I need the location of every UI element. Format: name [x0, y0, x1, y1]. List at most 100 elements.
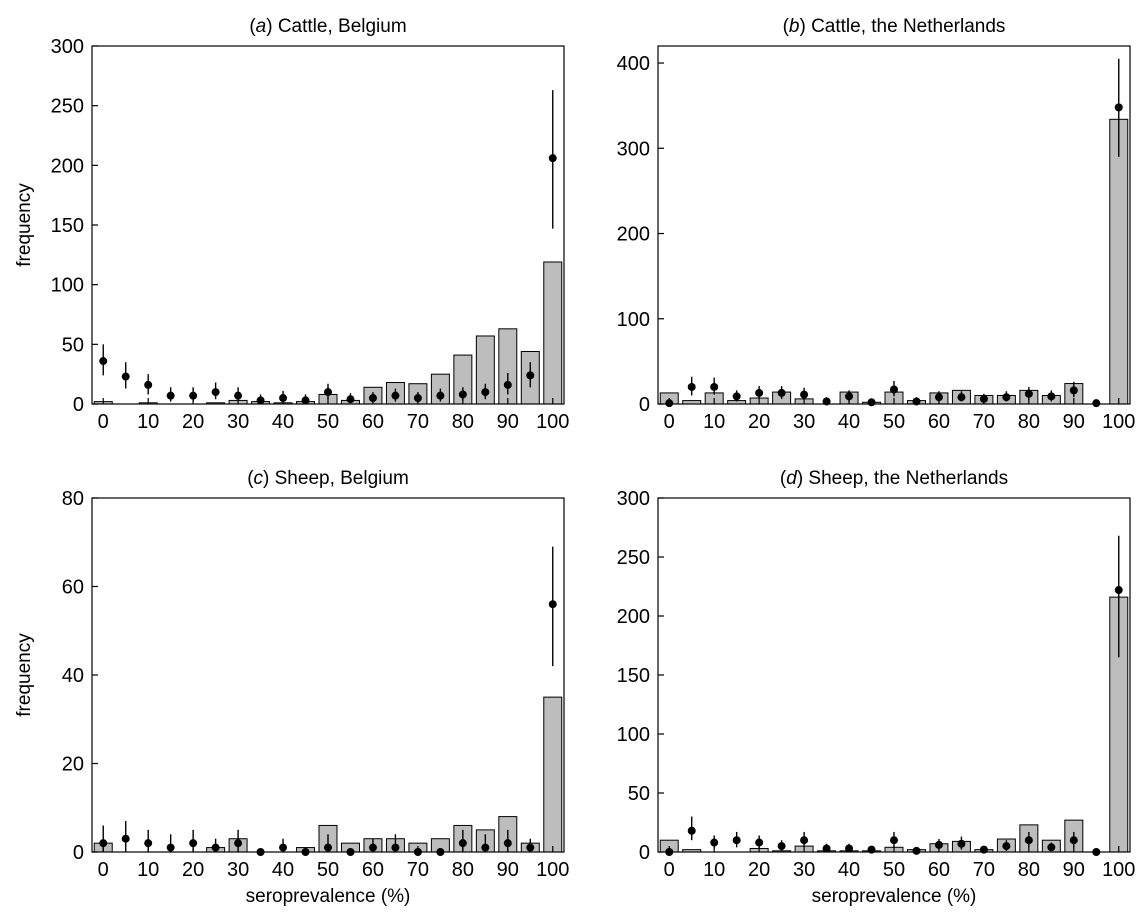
y-tick-label: 300: [617, 488, 650, 510]
data-point: [867, 398, 876, 407]
x-tick-label: 70: [973, 859, 995, 881]
data-point: [301, 396, 310, 405]
x-tick-label: 100: [1102, 859, 1135, 881]
y-tick-label: 250: [51, 96, 84, 118]
title-rest: ) Cattle, Belgium: [266, 16, 406, 37]
y-tick-label: 300: [617, 138, 650, 160]
data-point: [777, 388, 786, 397]
panel-title: (d) Sheep, the Netherlands: [780, 468, 1008, 489]
title-letter: b: [789, 16, 800, 37]
x-tick-label: 0: [664, 859, 675, 881]
data-point: [256, 396, 265, 405]
data-point: [481, 843, 490, 852]
x-tick-label: 80: [452, 859, 474, 881]
x-tick-label: 40: [838, 411, 860, 433]
y-tick-label: 100: [617, 309, 650, 331]
x-tick-label: 70: [973, 411, 995, 433]
y-axis-label: frequency: [14, 183, 35, 267]
data-point: [324, 388, 332, 397]
x-tick-label: 30: [793, 411, 815, 433]
y-axis-label: frequency: [14, 633, 35, 717]
panel-b: (b) Cattle, the Netherlands0100200300400…: [617, 16, 1136, 433]
x-tick-label: 100: [536, 859, 569, 881]
data-point: [1114, 103, 1123, 112]
panel-title: (a) Cattle, Belgium: [249, 16, 406, 37]
bar: [1109, 118, 1129, 405]
data-point: [234, 839, 243, 848]
bar: [543, 261, 563, 405]
data-point: [121, 372, 130, 381]
panel-title: (c) Sheep, Belgium: [247, 468, 409, 489]
panel-a: (a) Cattle, Belgium 0 50 100 150 200 250 300 0 10…: [14, 16, 569, 433]
y-tick-label: 400: [617, 53, 650, 75]
y-tick-label: 60: [62, 577, 84, 599]
x-tick-label: 40: [838, 859, 860, 881]
y-tick-label: 0: [73, 394, 84, 416]
data-point: [436, 391, 445, 400]
data-point: [890, 836, 898, 845]
x-tick-label: 100: [536, 411, 569, 433]
y-tick-label: 150: [617, 665, 650, 687]
x-tick-label: 10: [703, 859, 725, 881]
data-point: [710, 838, 719, 847]
data-point: [481, 388, 490, 397]
y-tick-label: 0: [639, 842, 650, 864]
x-tick-label: 70: [407, 411, 429, 433]
x-tick-label: 60: [362, 859, 384, 881]
x-tick-label: 90: [497, 859, 519, 881]
y-tick-label: 0: [73, 842, 84, 864]
x-tick-label: 80: [1018, 859, 1040, 881]
title-prefix: (: [249, 16, 256, 37]
x-tick-label: 40: [272, 411, 294, 433]
x-tick-label: 90: [1063, 411, 1085, 433]
data-point: [346, 395, 355, 404]
y-tick-label: 250: [617, 547, 650, 569]
x-tick-label: 80: [1018, 411, 1040, 433]
y-tick-label: 200: [617, 224, 650, 246]
data-point: [99, 839, 108, 848]
data-point: [144, 380, 153, 389]
data-point: [1047, 392, 1056, 401]
data-point: [166, 391, 175, 400]
data-point: [822, 844, 831, 853]
x-tick-label: 90: [497, 411, 519, 433]
data-point: [777, 842, 786, 851]
y-tick-label: 20: [62, 754, 84, 776]
data-point: [166, 843, 175, 852]
title-letter: c: [254, 468, 264, 489]
x-tick-label: 50: [317, 411, 339, 433]
title-rest: ) Cattle, the Netherlands: [799, 16, 1005, 37]
data-point: [687, 826, 696, 835]
x-tick-label: 30: [227, 411, 249, 433]
data-point: [1069, 386, 1078, 395]
bar: [543, 696, 563, 853]
y-tick-label: 100: [51, 275, 84, 297]
data-point: [1002, 393, 1011, 402]
y-tick-label: 40: [62, 665, 84, 687]
data-point: [503, 839, 512, 848]
x-axis-label: seroprevalence (%): [812, 886, 977, 907]
title-prefix: (: [783, 16, 790, 37]
title-letter: d: [786, 468, 798, 489]
x-tick-label: 10: [137, 411, 159, 433]
x-tick-label: 20: [748, 411, 770, 433]
data-point: [391, 843, 400, 852]
data-point: [1092, 399, 1101, 408]
data-point: [1047, 843, 1056, 852]
data-point: [1114, 586, 1123, 595]
title-letter: a: [256, 16, 267, 37]
y-tick-label: 100: [617, 724, 650, 746]
y-tick-label: 200: [51, 155, 84, 177]
data-point: [957, 839, 966, 848]
data-point: [934, 840, 943, 849]
data-point: [800, 390, 809, 399]
data-point: [99, 357, 108, 366]
x-tick-label: 20: [182, 411, 204, 433]
data-point: [526, 843, 535, 852]
data-point: [755, 838, 764, 847]
x-tick-label: 0: [98, 859, 109, 881]
data-point: [189, 839, 198, 848]
y-tick-label: 50: [62, 334, 84, 356]
data-point: [710, 382, 719, 391]
